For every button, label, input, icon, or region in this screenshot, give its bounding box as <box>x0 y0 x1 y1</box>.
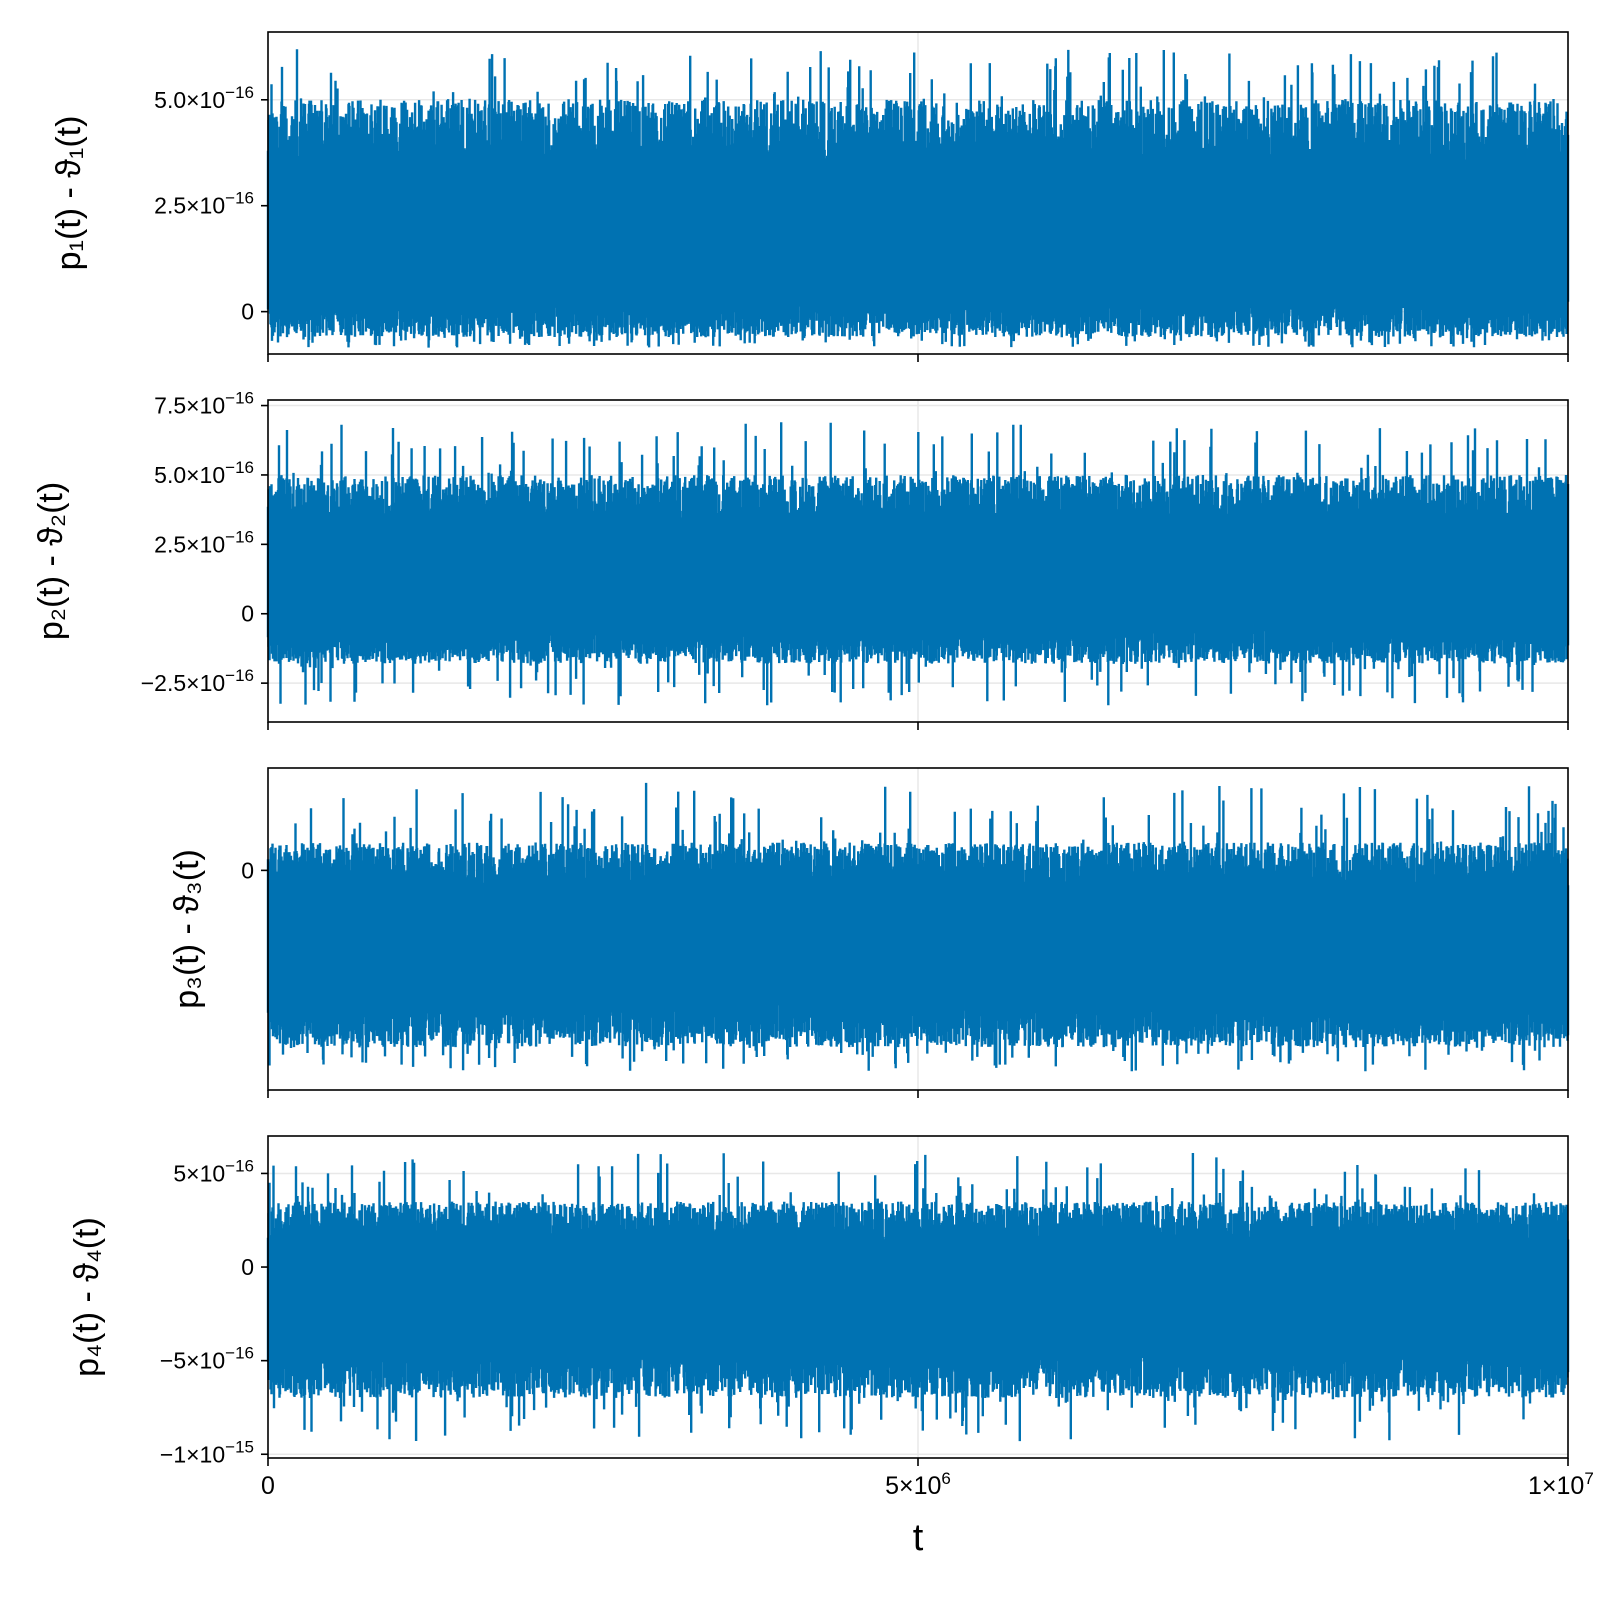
panel-3: 0 p₃(t) - ϑ₃(t) <box>168 767 1570 1098</box>
y-axis-label: p₂(t) - ϑ₂(t) <box>32 482 70 640</box>
y-axis-label: p₁(t) - ϑ₁(t) <box>50 116 88 271</box>
x-axis-label: t <box>913 1517 924 1559</box>
x-tick-label: 5×106 <box>885 1469 951 1500</box>
y-tick-label: 0 <box>241 299 254 325</box>
panel-1: 0 2.5×10−16 5.0×10−16 p₁(t) - ϑ₁(t) <box>50 31 1570 362</box>
y-tick-label: −2.5×10−16 <box>141 666 254 696</box>
y-tick-label: 2.5×10−16 <box>154 189 254 219</box>
y-tick-label: 5×10−16 <box>173 1156 254 1186</box>
y-tick-label: 5.0×10−16 <box>154 83 254 113</box>
y-tick-label: 7.5×10−16 <box>154 389 254 419</box>
panel-2: −2.5×10−16 0 2.5×10−16 5.0×10−16 7.5×10−16 p₂… <box>32 389 1570 730</box>
y-tick-label: −1×10−15 <box>160 1437 254 1467</box>
y-axis-label: p₃(t) - ϑ₃(t) <box>168 849 206 1009</box>
y-axis-label: p₄(t) - ϑ₄(t) <box>68 1217 106 1377</box>
y-tick-label: −5×10−16 <box>160 1344 254 1374</box>
y-tick-label: 2.5×10−16 <box>154 527 254 557</box>
y-tick-label: 0 <box>241 1254 254 1280</box>
y-tick-label: 0 <box>241 857 254 883</box>
x-tick-label: 0 <box>261 1472 275 1500</box>
x-tick-label: 1×107 <box>1528 1469 1594 1500</box>
y-tick-label: 0 <box>241 601 254 627</box>
y-tick-label: 5.0×10−16 <box>154 458 254 488</box>
panel-4: −1×10−15 −5×10−16 0 5×10−16 p₄(t) - ϑ₄(t) 0 5×… <box>68 1135 1594 1559</box>
